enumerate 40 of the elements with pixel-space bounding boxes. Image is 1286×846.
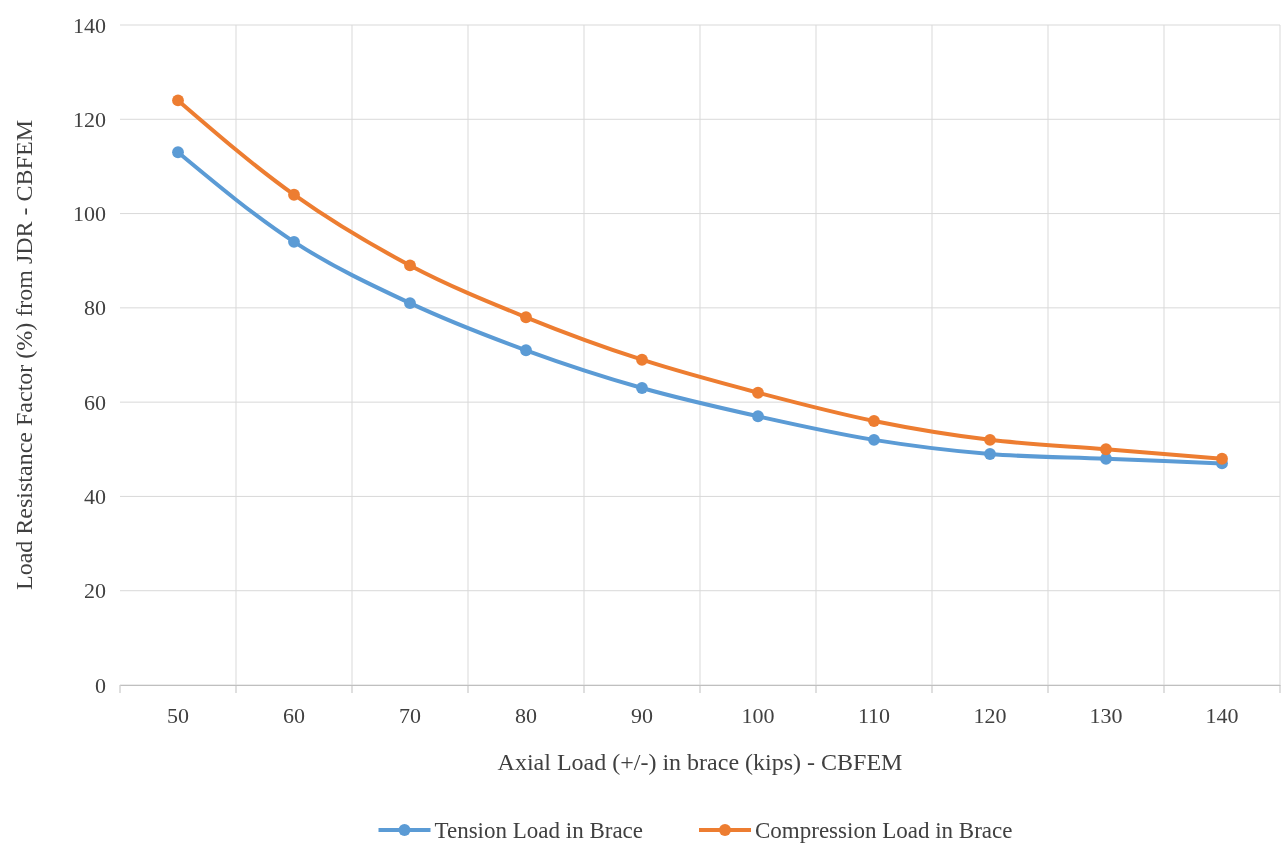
x-tick-label: 50: [167, 702, 189, 728]
x-tick-label: 140: [1205, 702, 1239, 728]
point: [520, 344, 532, 357]
x-tick-label: 120: [973, 702, 1007, 728]
point: [520, 311, 532, 324]
legend-label: Compression Load in Brace: [755, 818, 1013, 843]
point: [636, 382, 648, 394]
point: [288, 235, 300, 248]
point: [868, 415, 880, 427]
y-tick-label: 60: [84, 389, 106, 415]
x-tick-label: 100: [741, 702, 775, 728]
y-tick-label: 80: [84, 295, 106, 321]
point: [752, 386, 764, 399]
y-tick-label: 40: [84, 483, 106, 509]
x-tick-label: 90: [631, 702, 653, 728]
x-tick-label: 70: [399, 702, 421, 728]
x-tick-label: 80: [515, 702, 537, 728]
point: [984, 448, 996, 460]
point: [172, 94, 184, 107]
x-tick-label: 60: [283, 702, 305, 728]
point: [1216, 452, 1228, 465]
point: [636, 353, 648, 366]
x-tick-label: 110: [857, 702, 891, 728]
point: [288, 188, 300, 201]
point: [752, 410, 764, 423]
y-tick-label: 0: [95, 672, 106, 698]
point: [404, 297, 416, 310]
y-tick-label: 100: [73, 201, 106, 227]
point: [404, 259, 416, 272]
point: [984, 433, 996, 446]
y-tick-label: 20: [84, 578, 106, 604]
y-axis-title: Load Resistance Factor (%) from JDR - CBFEM: [11, 120, 37, 590]
point: [868, 433, 880, 446]
x-axis-title: Axial Load (+/-) in brace (kips) - CBFEM: [497, 749, 903, 775]
x-tick-label: 130: [1089, 702, 1123, 728]
legend-label: Tension Load in Brace: [434, 818, 644, 843]
point: [1100, 443, 1112, 456]
point: [172, 146, 184, 159]
y-tick-label: 140: [73, 12, 106, 38]
y-tick-label: 120: [73, 106, 106, 132]
